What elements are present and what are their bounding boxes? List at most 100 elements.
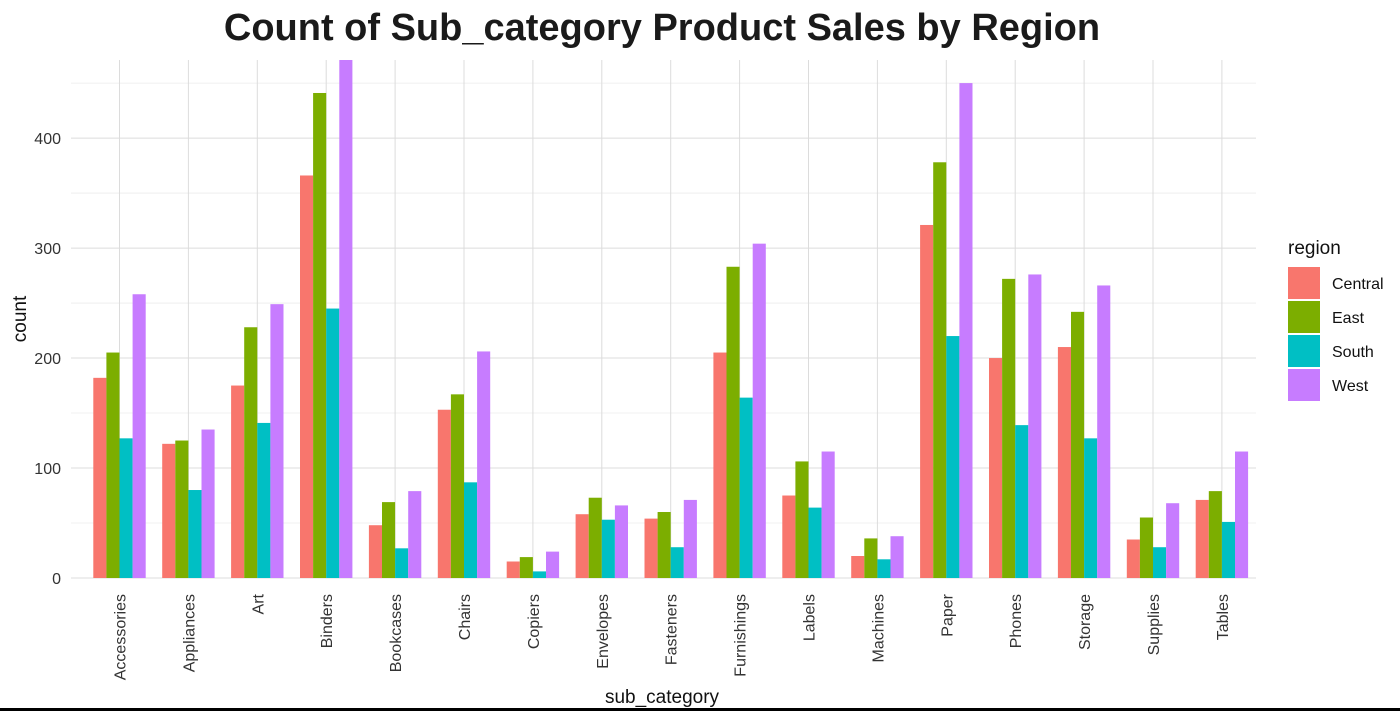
bar-east-phones [1002,278,1016,578]
bar-west-phones [1028,274,1042,578]
bar-west-art [270,304,284,578]
bar-east-copiers [519,557,533,578]
y-axis: 0 100 200 300 400 [34,131,61,588]
bar-central-paper [920,224,934,578]
x-tick-label: Accessories [113,594,130,680]
x-axis-title: sub_category [605,687,720,708]
bar-south-appliances [188,490,202,578]
bars [93,60,1249,579]
x-tick-label: Fasteners [664,594,681,665]
bar-west-machines [890,536,904,578]
legend: region Central East South West [1288,238,1384,401]
bar-east-envelopes [588,497,602,578]
bar-central-labels [782,495,796,578]
bar-east-appliances [175,440,189,578]
bar-south-binders [326,308,340,578]
y-tick-label: 100 [34,461,61,478]
bar-east-accessories [106,352,120,578]
legend-swatch-west [1288,369,1320,401]
x-tick-label: Furnishings [733,594,750,677]
bar-east-bookcases [382,502,396,578]
bar-east-supplies [1139,517,1153,578]
bar-east-storage [1071,311,1085,578]
y-tick-label: 200 [34,351,61,368]
legend-label-south: South [1332,344,1374,361]
bar-central-machines [851,556,865,578]
legend-title: region [1288,238,1341,259]
bar-central-storage [1057,347,1071,578]
bar-west-supplies [1166,503,1180,578]
bar-east-labels [795,461,809,578]
x-tick-label: Bookcases [388,594,405,672]
x-tick-label: Machines [870,594,887,662]
bar-west-appliances [201,429,215,578]
bar-east-tables [1208,491,1222,578]
legend-swatch-east [1288,301,1320,333]
bar-central-envelopes [575,514,589,578]
bar-west-copiers [546,551,560,578]
bar-east-fasteners [657,512,671,578]
legend-swatch-central [1288,267,1320,299]
y-tick-label: 300 [34,241,61,258]
x-tick-label: Chairs [457,594,474,640]
x-axis: Accessories Appliances Art Binders Bookcases… [113,593,1232,680]
x-tick-label: Envelopes [595,594,612,669]
bar-south-furnishings [739,397,753,578]
bar-east-machines [864,538,878,578]
legend-label-west: West [1332,378,1369,395]
x-tick-label: Art [250,593,267,614]
bar-central-furnishings [713,352,727,578]
bar-west-envelopes [614,505,628,578]
bar-east-paper [933,162,947,578]
bar-west-tables [1235,451,1249,578]
bar-west-binders [339,60,353,578]
bar-west-labels [821,451,835,578]
bar-west-furnishings [752,243,766,578]
bar-central-bookcases [368,525,382,578]
bar-south-labels [808,507,822,578]
bar-south-phones [1015,425,1029,578]
bar-south-tables [1221,521,1235,578]
bar-west-accessories [132,294,146,578]
bar-central-art [231,385,245,578]
bar-south-machines [877,559,891,578]
x-tick-label: Tables [1215,594,1232,640]
bar-south-copiers [532,571,546,578]
x-tick-label: Copiers [526,594,543,649]
x-tick-label: Labels [802,594,819,641]
bar-central-phones [989,358,1003,578]
bar-south-storage [1084,438,1098,578]
bar-central-binders [300,175,314,579]
x-tick-label: Phones [1008,594,1025,648]
x-tick-label: Binders [319,594,336,648]
legend-label-east: East [1332,310,1365,327]
bar-central-appliances [162,443,176,578]
x-tick-label: Appliances [181,594,198,672]
bar-south-paper [946,336,960,578]
bar-central-supplies [1126,539,1140,578]
bar-south-art [257,422,271,578]
bar-central-chairs [437,409,451,578]
chart-title: Count of Sub_category Product Sales by R… [224,7,1100,49]
bar-west-paper [959,83,973,578]
x-tick-label: Supplies [1146,594,1163,655]
bar-south-chairs [464,482,478,578]
bar-central-tables [1195,499,1209,578]
bar-east-art [244,327,258,578]
bar-west-storage [1097,285,1111,578]
bar-south-bookcases [395,548,409,578]
y-tick-label: 400 [34,131,61,148]
legend-swatch-south [1288,335,1320,367]
bar-east-binders [313,92,327,579]
bar-central-copiers [506,561,520,578]
bar-east-chairs [450,394,464,578]
bar-south-fasteners [670,547,684,578]
bar-east-furnishings [726,266,740,578]
x-tick-label: Paper [939,593,956,636]
x-tick-label: Storage [1077,594,1094,650]
y-axis-title: count [10,295,31,342]
bar-central-fasteners [644,518,658,578]
bar-west-chairs [477,351,491,578]
bar-south-envelopes [601,519,615,578]
legend-label-central: Central [1332,276,1384,293]
